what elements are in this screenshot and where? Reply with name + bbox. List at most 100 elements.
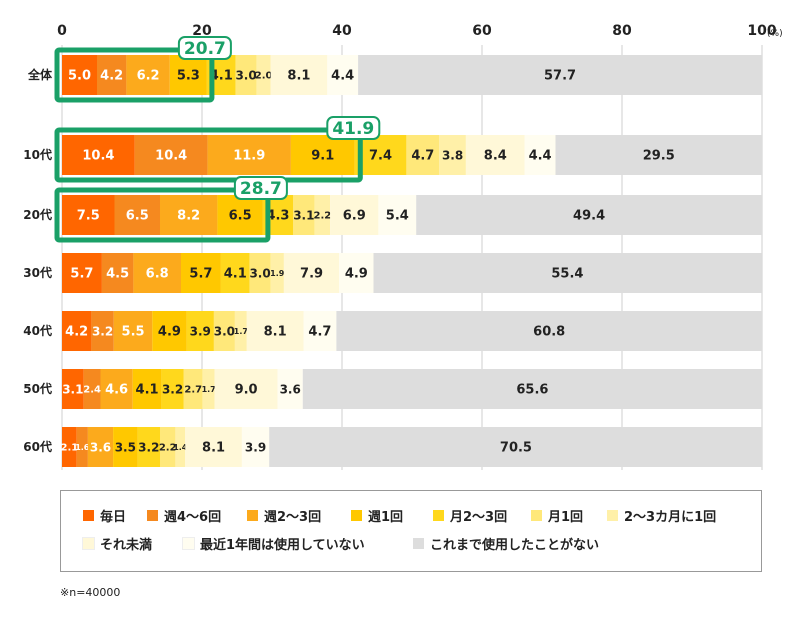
bar-segment [97,55,127,95]
data-label: 8.2 [177,209,200,224]
bar-segment [126,55,170,95]
legend-label: 週1回 [368,510,404,525]
bar-segment [114,195,160,235]
legend-swatch [247,510,258,521]
x-tick-label: 60 [472,23,492,39]
bar-segment [465,135,525,175]
bar-segment [277,369,303,409]
category-label: 10代 [23,147,52,162]
bar-segment [373,253,762,293]
bar-segment [555,135,762,175]
data-label: 9.0 [235,383,258,398]
bar-segment [62,253,102,293]
legend-item: 月2～3回 [433,506,507,525]
bar-segment [406,135,440,175]
legend-item: 最近1年間は使用していない [182,534,365,553]
highlight-box [54,127,363,183]
bar-segment [91,311,114,351]
legend-swatch [82,537,95,550]
data-label: 3.2 [92,324,113,338]
category-label: 30代 [23,265,52,280]
data-label: 57.7 [544,69,576,84]
bar-segment [524,135,556,175]
legend-item: それ未満 [82,534,153,553]
data-label: 2.1 [60,443,78,454]
bar-segment [132,369,162,409]
data-label: 5.0 [68,69,91,84]
legend-swatch [531,510,542,521]
bar-segment [269,427,763,467]
data-label: 8.1 [202,441,225,456]
bar-segment [62,311,92,351]
data-label: 3.0 [249,266,270,280]
data-label: 4.1 [224,267,247,282]
data-label: 60.8 [533,325,565,340]
bar-segment [214,369,278,409]
data-label: 3.8 [442,148,463,162]
bar-segment [202,369,215,409]
category-label: 全体 [27,67,53,82]
category-label: 60代 [23,439,52,454]
bar-segment [327,55,359,95]
legend-swatch [351,510,362,521]
bar-segment [161,369,184,409]
data-label: 8.4 [484,149,507,164]
bar-segment [101,253,134,293]
legend-swatch [607,510,618,521]
bar-segment [134,135,208,175]
data-label: 4.7 [411,149,434,164]
bar-segment [339,253,374,293]
x-tick-label: 0 [57,23,67,39]
legend-label: それ未満 [100,538,153,553]
bar-segment [133,253,181,293]
bar-segment [62,427,77,467]
data-label: 6.5 [126,209,149,224]
bar-segment [152,311,187,351]
data-label: 29.5 [643,149,675,164]
data-label: 4.2 [65,325,88,340]
data-label: 8.1 [287,69,310,84]
bar-segment [246,311,304,351]
data-label: 55.4 [551,267,583,282]
bar-segment [241,427,270,467]
data-label: 4.4 [331,69,354,84]
legend-item: 週1回 [351,506,403,525]
bar-segment [354,135,407,175]
bar-segment [378,195,417,235]
data-label: 4.2 [100,69,123,84]
data-label: 3.2 [138,440,159,454]
legend-label: 2～3カ月に1回 [624,510,717,525]
bar-segment [186,311,214,351]
bar-segment [113,311,153,351]
data-label: 3.9 [245,440,266,454]
bar-segment [290,135,355,175]
data-label: 49.4 [573,209,605,224]
data-label: 6.2 [137,69,160,84]
data-label: 5.7 [70,267,93,282]
highlight-callout [177,36,232,60]
bar-segment [160,195,218,235]
legend-label: 週4～6回 [164,510,222,525]
data-label: 5.7 [189,267,212,282]
legend-label: 月2～3回 [450,510,508,525]
data-label: 70.5 [500,441,532,456]
bar-segment [175,427,186,467]
legend-label: 月1回 [548,510,584,525]
x-unit-label: (%) [767,29,783,39]
data-label: 4.9 [158,325,181,340]
highlight-callout [326,116,381,140]
bar-segment [270,253,284,293]
legend-label: 週2～3回 [264,510,322,525]
bar-segment [100,369,133,409]
bar-segment [160,427,176,467]
data-label: 7.9 [300,267,323,282]
data-label: 11.9 [233,149,265,164]
highlight-callout [233,176,288,200]
data-label: 6.8 [146,267,169,282]
legend-swatch [83,510,94,521]
bar-segment [137,427,160,467]
highlight-box [54,187,271,243]
data-label: 4.9 [345,267,368,282]
data-label: 9.1 [311,149,334,164]
data-label: 3.2 [162,382,183,396]
